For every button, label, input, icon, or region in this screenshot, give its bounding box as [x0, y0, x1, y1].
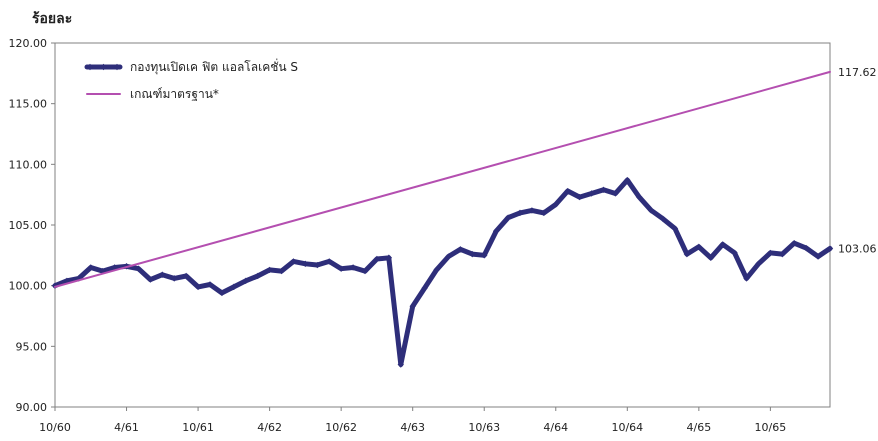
y-tick-label: 105.00: [9, 219, 48, 232]
x-tick-label: 4/61: [114, 421, 139, 434]
y-tick-label: 95.00: [16, 340, 48, 353]
series-end-value-label: 117.62: [838, 66, 877, 79]
y-tick-label: 110.00: [9, 158, 48, 171]
x-tick-label: 10/62: [325, 421, 357, 434]
x-axis: 10/60 4/61 10/61 4/62 10/62 4/63 10/63 4/64 10/6…: [39, 407, 786, 434]
y-axis-unit-label: ร้อยละ: [32, 11, 72, 27]
series-end-value-label: 103.06: [838, 243, 877, 256]
x-tick-label: 10/63: [468, 421, 500, 434]
series-line-0: [55, 180, 830, 364]
x-tick-label: 4/62: [257, 421, 282, 434]
x-tick-label: 10/61: [182, 421, 214, 434]
y-tick-label: 100.00: [9, 280, 48, 293]
x-tick-label: 10/60: [39, 421, 71, 434]
series-layer: [52, 72, 833, 368]
x-tick-label: 4/64: [543, 421, 568, 434]
x-tick-label: 4/65: [686, 421, 711, 434]
end-labels: 103.06 117.62: [838, 66, 877, 256]
legend-label: กองทุนเปิดเค ฟิต แอลโลเคชั่น S: [130, 58, 298, 75]
legend-label: เกณฑ์มาตรฐาน*: [130, 87, 219, 101]
y-tick-label: 90.00: [16, 401, 48, 414]
legend: กองทุนเปิดเค ฟิต แอลโลเคชั่น S เกณฑ์มาตรฐ…: [87, 58, 298, 101]
x-tick-label: 10/64: [611, 421, 643, 434]
y-tick-label: 120.00: [9, 37, 48, 50]
y-tick-label: 115.00: [9, 98, 48, 111]
y-axis: 90.00 95.00 100.00 105.00 110.00 115.00 120.00: [9, 37, 56, 414]
x-tick-label: 10/65: [755, 421, 787, 434]
x-tick-label: 4/63: [400, 421, 425, 434]
